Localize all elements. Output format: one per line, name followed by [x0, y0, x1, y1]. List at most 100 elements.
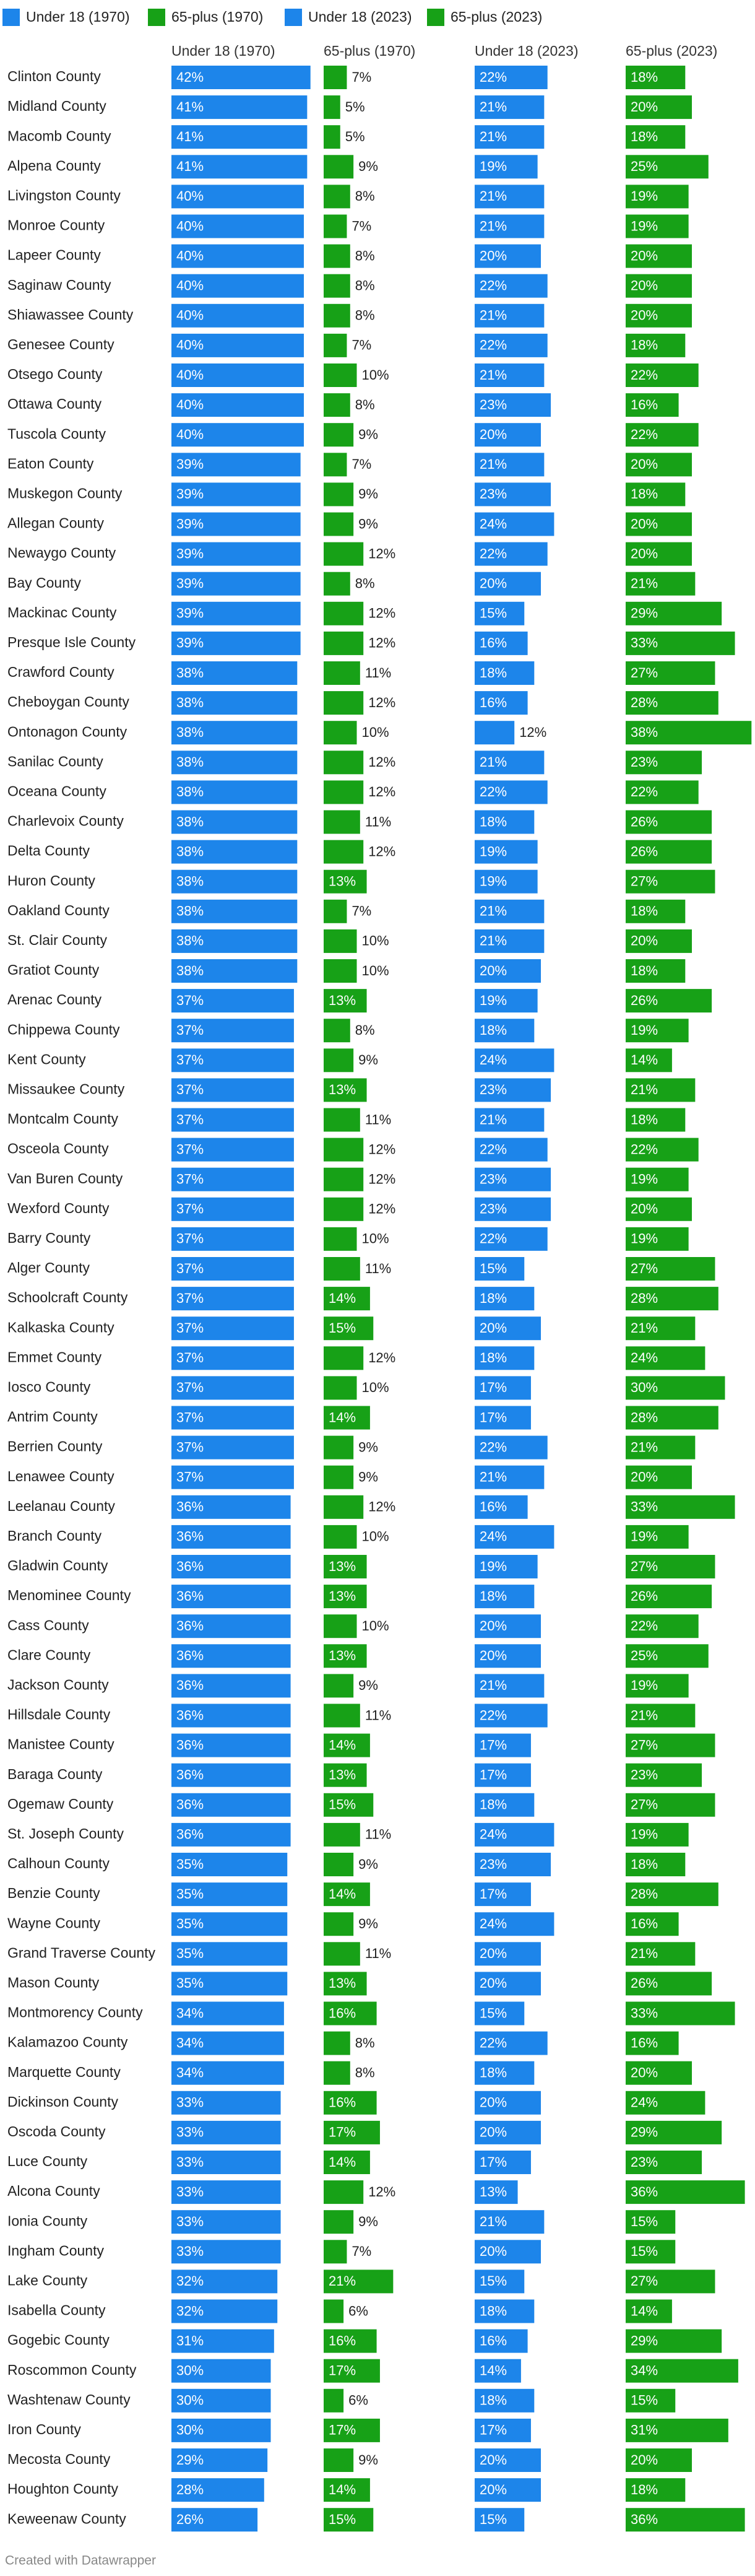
row-label: Gratiot County: [7, 962, 100, 978]
bar: [475, 959, 541, 983]
bar: [324, 453, 347, 477]
value-label: 36%: [176, 1588, 204, 1604]
row-label: Crawford County: [7, 664, 114, 680]
row-label: Genesee County: [7, 336, 114, 352]
value-label: 33%: [176, 2125, 204, 2140]
bar: [324, 1704, 360, 1728]
value-label: 21%: [480, 933, 507, 949]
bar: [626, 1257, 715, 1281]
bar: [626, 1585, 712, 1609]
row-label: Arenac County: [7, 991, 102, 1007]
column-header: Under 18 (1970): [171, 43, 275, 59]
value-label: 10%: [362, 1529, 389, 1544]
bar: [324, 1853, 354, 1876]
value-label: 21%: [480, 99, 507, 115]
row-label: Washtenaw County: [7, 2391, 131, 2408]
bar: [324, 1048, 354, 1073]
value-label: 18%: [631, 486, 658, 502]
bar: [475, 2418, 531, 2442]
value-label: 36%: [176, 1499, 204, 1515]
value-label: 35%: [176, 1916, 204, 1931]
value-label: 38%: [176, 814, 204, 829]
bar: [626, 303, 692, 328]
value-label: 20%: [631, 308, 658, 323]
value-label: 21%: [480, 129, 507, 144]
value-label: 19%: [480, 874, 507, 889]
bar: [475, 2210, 545, 2234]
bar: [475, 1704, 548, 1728]
value-label: 21%: [480, 1469, 507, 1485]
value-label: 20%: [631, 2452, 658, 2468]
value-label: 37%: [176, 1112, 204, 1127]
legend-swatch: [427, 9, 444, 26]
value-label: 12%: [368, 635, 395, 651]
value-label: 9%: [358, 1856, 378, 1872]
bar: [171, 2508, 258, 2532]
bar: [626, 840, 712, 864]
bar: [171, 1019, 294, 1043]
value-label: 20%: [480, 963, 507, 978]
bar: [324, 512, 354, 536]
value-label: 25%: [631, 1648, 658, 1663]
bar: [475, 2269, 525, 2294]
value-label: 20%: [480, 1975, 507, 1991]
bar: [324, 2061, 350, 2085]
bar: [626, 2329, 722, 2353]
value-label: 12%: [368, 695, 395, 710]
bar: [626, 1614, 699, 1638]
bar: [324, 2031, 350, 2055]
bar: [171, 2359, 271, 2383]
value-label: 22%: [631, 427, 658, 442]
value-label: 21%: [631, 576, 658, 591]
value-label: 34%: [176, 2035, 204, 2050]
value-label: 40%: [176, 367, 204, 383]
value-label: 33%: [631, 1499, 658, 1515]
value-label: 21%: [480, 367, 507, 383]
value-label: 37%: [176, 1439, 204, 1455]
bar: [475, 482, 551, 507]
footer: Created with Datawrapper: [5, 2554, 156, 2568]
bar: [171, 1704, 291, 1728]
value-label: 38%: [176, 724, 204, 740]
value-label: 14%: [329, 1886, 356, 1902]
bar: [626, 2151, 702, 2174]
value-label: 8%: [355, 1022, 375, 1038]
bar: [475, 1763, 531, 1787]
row-label: Manistee County: [7, 1736, 114, 1752]
bar: [626, 155, 709, 179]
row-label: Mecosta County: [7, 2451, 111, 2467]
value-label: 37%: [176, 993, 204, 1008]
row-label: Lapeer County: [7, 247, 101, 263]
bar: [171, 1287, 294, 1311]
bar: [626, 2508, 745, 2532]
value-label: 17%: [480, 1886, 507, 1902]
row-label: Lake County: [7, 2272, 88, 2288]
row-label: Iron County: [7, 2421, 81, 2437]
bar: [171, 1078, 294, 1102]
bar: [171, 2061, 284, 2085]
row-label: Muskegon County: [7, 485, 123, 501]
bar: [324, 2240, 347, 2264]
bar: [171, 1227, 294, 1251]
value-label: 17%: [329, 2422, 356, 2438]
bar: [475, 1108, 545, 1132]
value-label: 26%: [631, 1975, 658, 1991]
bar: [171, 2388, 271, 2413]
bar: [324, 185, 350, 209]
bar: [324, 2478, 370, 2502]
row-label: Sanilac County: [7, 753, 103, 769]
value-label: 18%: [631, 963, 658, 978]
bar: [324, 1108, 360, 1132]
bar: [626, 1882, 718, 1907]
row-label: Clinton County: [7, 68, 101, 84]
value-label: 36%: [176, 1797, 204, 1812]
bar: [475, 601, 525, 625]
value-label: 35%: [176, 1856, 204, 1872]
value-label: 21%: [480, 754, 507, 770]
value-label: 8%: [355, 2035, 375, 2050]
bar: [475, 542, 548, 566]
bar: [475, 1614, 541, 1638]
legend-label: Under 18 (1970): [26, 9, 130, 25]
value-label: 36%: [176, 1677, 204, 1693]
row-label: Otsego County: [7, 366, 103, 382]
